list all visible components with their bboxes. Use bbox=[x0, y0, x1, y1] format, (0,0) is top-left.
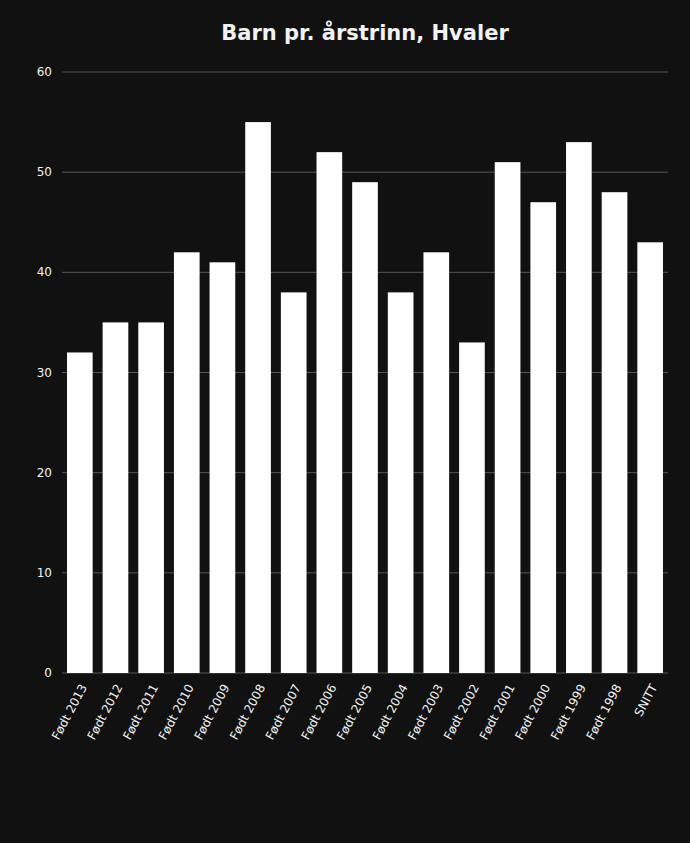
bar bbox=[174, 252, 200, 673]
bar bbox=[245, 122, 271, 673]
bar bbox=[530, 202, 556, 673]
bar bbox=[281, 292, 307, 673]
x-tick-label: Født 1999 bbox=[548, 682, 589, 742]
x-tick-label: Født 2003 bbox=[405, 682, 446, 742]
bar bbox=[352, 182, 378, 673]
x-tick-label: SNITT bbox=[632, 681, 661, 719]
bars bbox=[67, 122, 663, 673]
x-tick-label: Født 2000 bbox=[512, 682, 553, 742]
bar bbox=[637, 242, 663, 673]
y-tick-label: 10 bbox=[37, 566, 52, 580]
y-axis: 0 10 20 30 40 50 60 bbox=[37, 65, 668, 680]
bar bbox=[459, 342, 485, 673]
title: Barn pr. årstrinn, Hvaler bbox=[221, 20, 509, 45]
x-tick-label: Født 2006 bbox=[298, 682, 339, 742]
bar bbox=[495, 162, 521, 673]
chart-container: Barn pr. årstrinn, Hvaler 0 10 20 30 40 50 60 Fø… bbox=[0, 0, 690, 843]
x-axis: Født 2013Født 2012Født 2011Født 2010Født… bbox=[49, 681, 661, 742]
bar bbox=[138, 322, 164, 673]
bar bbox=[602, 192, 628, 673]
grid-line bbox=[62, 72, 668, 73]
bar bbox=[317, 152, 343, 673]
x-tick-label: Født 2013 bbox=[49, 682, 90, 742]
bar bbox=[566, 142, 592, 673]
bar bbox=[103, 322, 129, 673]
x-tick-label: Født 2008 bbox=[227, 682, 268, 742]
x-tick-label: Født 2001 bbox=[477, 682, 518, 742]
y-tick-label: 20 bbox=[37, 466, 52, 480]
bar bbox=[388, 292, 414, 673]
background bbox=[0, 0, 690, 843]
y-tick-label: 40 bbox=[37, 265, 52, 279]
y-tick-label: 30 bbox=[37, 366, 52, 380]
x-tick-label: Født 2010 bbox=[156, 682, 197, 742]
bar bbox=[210, 262, 236, 673]
y-tick-label: 0 bbox=[44, 666, 52, 680]
chart-svg: Barn pr. årstrinn, Hvaler 0 10 20 30 40 50 60 Fø… bbox=[0, 0, 690, 843]
x-tick-label: Født 1998 bbox=[584, 682, 625, 742]
y-tick-label: 50 bbox=[37, 165, 52, 179]
x-tick-label: Født 2009 bbox=[192, 682, 233, 742]
x-tick-label: Født 2005 bbox=[334, 682, 375, 742]
x-tick-label: Født 2012 bbox=[85, 682, 126, 742]
bar bbox=[423, 252, 449, 673]
x-tick-label: Født 2002 bbox=[441, 682, 482, 742]
x-tick-label: Født 2011 bbox=[120, 682, 161, 742]
y-tick-label: 60 bbox=[37, 65, 52, 79]
x-tick-label: Født 2004 bbox=[370, 682, 411, 742]
x-tick-label: Født 2007 bbox=[263, 682, 304, 742]
bar bbox=[67, 352, 93, 673]
